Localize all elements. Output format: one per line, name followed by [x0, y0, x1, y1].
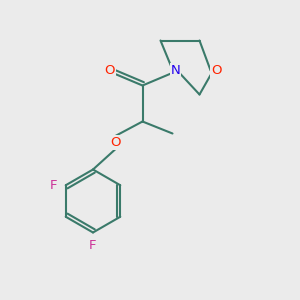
Text: O: O [211, 64, 221, 77]
Text: F: F [89, 238, 97, 252]
Text: O: O [110, 136, 121, 149]
Text: O: O [104, 64, 115, 77]
Text: F: F [50, 179, 57, 192]
Text: N: N [171, 64, 180, 77]
